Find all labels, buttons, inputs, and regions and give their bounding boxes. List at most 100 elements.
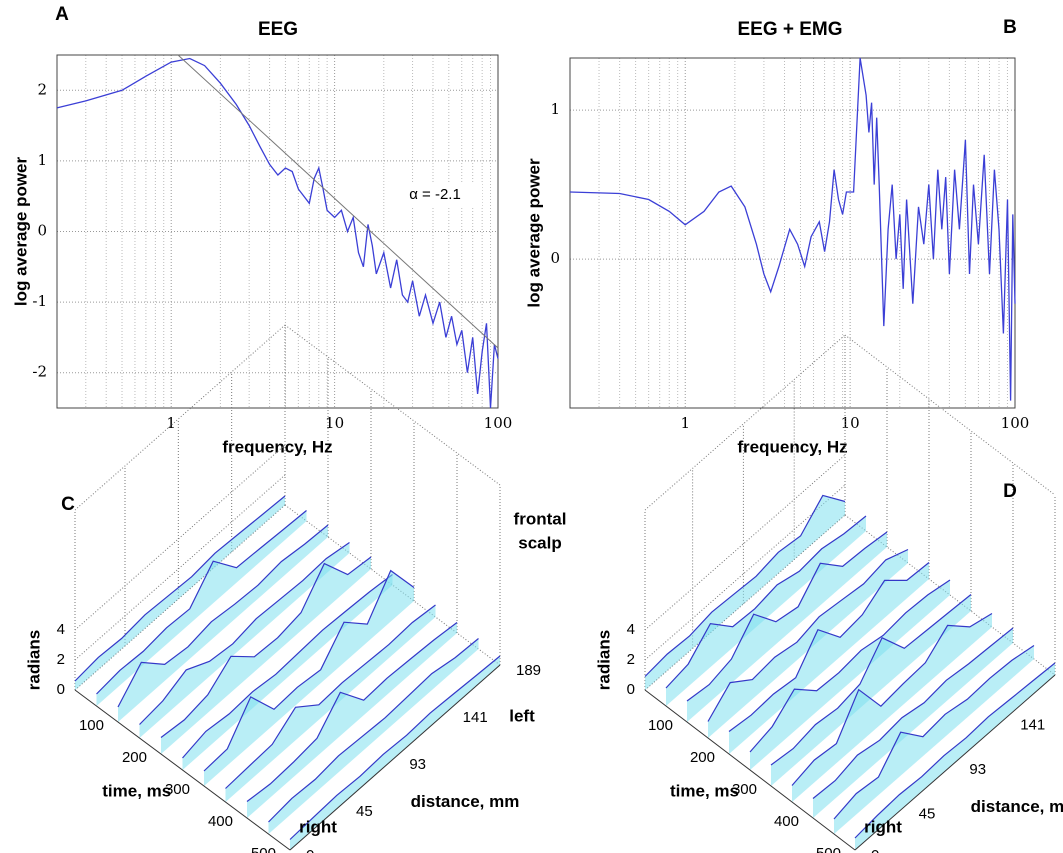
surface-fill	[834, 645, 1034, 834]
surface-ridge	[96, 510, 307, 695]
surface-fill	[708, 549, 908, 738]
surface-fill	[729, 562, 929, 754]
surface-fill	[666, 516, 866, 706]
z-tick-label: 2	[57, 651, 65, 668]
plot-frame	[56, 54, 499, 409]
x-tick-label: 500	[816, 845, 841, 853]
surface-ridge	[182, 574, 393, 759]
surface-ridge	[791, 612, 993, 786]
surface-ridge	[139, 542, 350, 725]
surface-fill	[290, 656, 500, 850]
x-axis-label: frequency, Hz	[222, 437, 332, 456]
surface-ridge	[203, 569, 415, 772]
surface-fill	[771, 594, 971, 786]
chart-title: EEG + EMG	[737, 19, 842, 40]
x-tick-label: 400	[208, 813, 233, 830]
surface-ridge	[686, 531, 888, 702]
surface-ridge	[749, 579, 951, 753]
plot-frame	[569, 57, 1016, 409]
surface-ridge	[770, 594, 972, 766]
data-line	[569, 57, 1016, 401]
box-edge	[844, 334, 1056, 496]
surface-ridge	[812, 627, 1014, 799]
y-tick-label: 1	[37, 151, 47, 169]
surface-ridge	[74, 495, 286, 682]
end-label: right	[864, 817, 902, 836]
x-tick-label: 1	[166, 414, 176, 432]
x-tick-label: 500	[251, 845, 276, 853]
panel-label: A	[55, 4, 69, 25]
z-axis-label: radians	[24, 630, 43, 690]
surface-fill	[645, 495, 845, 690]
surface-ridge	[728, 562, 930, 732]
x-axis-label: time, ms	[102, 781, 171, 800]
surface-ridge	[117, 524, 329, 708]
surface-fill	[96, 510, 307, 706]
end-label: right	[299, 817, 337, 836]
y-axis-label: distance, mm	[411, 792, 520, 811]
panel-label: B	[1003, 17, 1017, 38]
y-axis-label: distance, mm	[971, 797, 1063, 816]
surface-fill	[204, 570, 414, 786]
x-tick-label: 400	[774, 813, 799, 830]
surface-fill	[813, 628, 1013, 818]
surface-ridge	[854, 662, 1056, 839]
surface-ridge	[289, 655, 501, 840]
x-axis-label: frequency, Hz	[737, 437, 847, 456]
surface-ridge	[833, 645, 1035, 820]
z-axis-label: radians	[594, 630, 613, 690]
x-tick-label: 100	[648, 717, 673, 734]
x-tick-label: 200	[690, 749, 715, 766]
surface-ridge	[225, 604, 436, 789]
y-tick-label: 0	[37, 222, 47, 240]
note-line: frontal	[514, 509, 567, 528]
x-tick-label: 100	[484, 414, 513, 432]
surface-fill	[792, 613, 992, 802]
panel-label: C	[61, 494, 75, 515]
plot-area	[57, 55, 498, 408]
z-tick-label: 4	[627, 621, 635, 638]
grid-line	[644, 484, 846, 661]
y-tick-label: 141	[1020, 716, 1045, 733]
x-axis-label: time, ms	[670, 781, 739, 800]
surface-ridge	[160, 556, 372, 738]
axis-line	[74, 689, 291, 851]
y-tick-label: 93	[969, 761, 986, 778]
y-tick-label: 0	[306, 847, 314, 853]
surface-ridge	[644, 494, 846, 677]
axis-line	[854, 674, 1056, 851]
surface-ridge	[246, 622, 458, 802]
x-tick-label: 300	[165, 781, 190, 798]
y-tick-label: 45	[356, 803, 373, 820]
z-tick-label: 4	[57, 621, 65, 638]
x-tick-label: 200	[122, 749, 147, 766]
y-tick-label: 0	[550, 249, 560, 267]
note-line: scalp	[518, 533, 561, 552]
surface-ridge	[665, 515, 867, 689]
plot-area	[570, 58, 1015, 408]
end-label: left	[509, 706, 535, 725]
y-tick-label: 93	[409, 756, 426, 773]
surface-fill	[118, 525, 328, 722]
surface-fill	[247, 622, 457, 818]
z-tick-label: 0	[627, 681, 635, 698]
y-tick-label: -2	[32, 363, 47, 381]
z-tick-label: 2	[627, 651, 635, 668]
axis-line	[289, 664, 501, 851]
box-edge	[644, 334, 846, 511]
annotation-box	[390, 182, 482, 208]
x-tick-label: 10	[325, 414, 344, 432]
y-tick-label: 2	[37, 80, 47, 98]
y-tick-label: 0	[871, 847, 879, 853]
surface-fill	[268, 638, 479, 834]
surface-ridge	[707, 548, 909, 722]
x-tick-label: 100	[79, 717, 104, 734]
surface-fill	[161, 557, 371, 754]
annotation: α = -2.1	[409, 186, 461, 203]
x-tick-label: 300	[732, 781, 757, 798]
x-tick-label: 1	[680, 414, 690, 432]
surface-ridge	[268, 638, 479, 823]
panel-label: D	[1003, 481, 1017, 502]
surface-fill	[139, 542, 350, 738]
